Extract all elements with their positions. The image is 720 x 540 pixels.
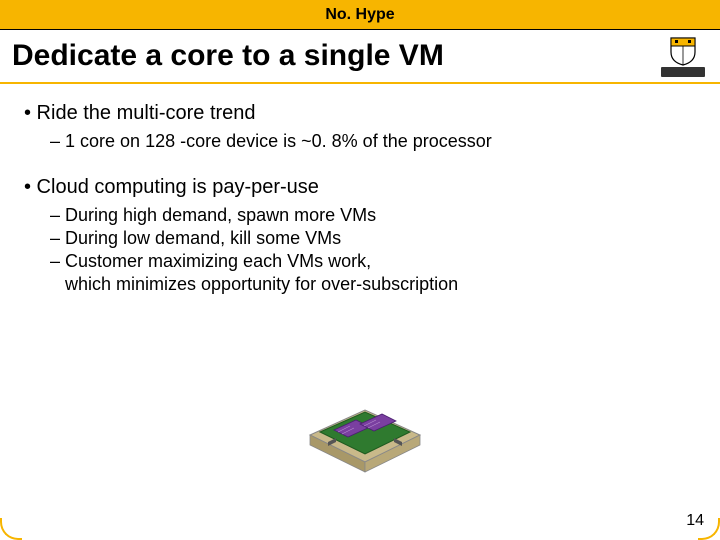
corner-bottom-right: [698, 518, 720, 540]
corner-bottom-left: [0, 518, 22, 540]
shield-icon: [669, 36, 697, 66]
logo-banner: [661, 67, 705, 77]
bullet-2-sub-4: which minimizes opportunity for over-sub…: [50, 274, 696, 295]
bullet-1: • Ride the multi-core trend: [24, 102, 696, 125]
bullet-1-sub-1: – 1 core on 128 -core device is ~0. 8% o…: [50, 131, 696, 152]
princeton-logo: [658, 34, 708, 78]
slide-title: Dedicate a core to a single VM: [12, 39, 444, 73]
cpu-chip-icon: [290, 380, 440, 495]
bullet-2-sub-3: – Customer maximizing each VMs work,: [50, 251, 696, 272]
header-bar: No. Hype: [0, 0, 720, 30]
brand-text: No. Hype: [325, 6, 394, 24]
bullet-2-sub-1: – During high demand, spawn more VMs: [50, 205, 696, 226]
title-row: Dedicate a core to a single VM: [0, 30, 720, 84]
bullet-2-sub-2: – During low demand, kill some VMs: [50, 228, 696, 249]
bullet-2: • Cloud computing is pay-per-use: [24, 176, 696, 199]
slide-body: • Ride the multi-core trend – 1 core on …: [0, 84, 720, 295]
